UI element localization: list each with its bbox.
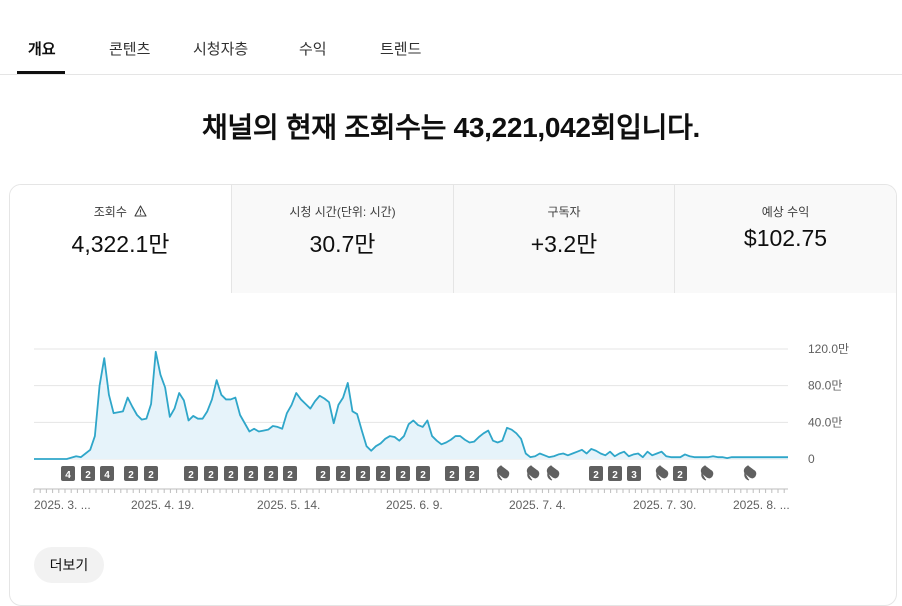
metric-divider — [674, 185, 675, 293]
metric-subscribers-label: 구독자 — [547, 205, 581, 219]
metric-views-label: 조회수 — [93, 205, 127, 219]
metric-revenue-label: 예상 수익 — [761, 205, 810, 219]
tab-overview[interactable]: 개요 — [28, 41, 56, 58]
metric-subscribers[interactable]: 구독자 +3.2만 — [454, 185, 674, 293]
tab-audience[interactable]: 시청자층 — [193, 41, 249, 58]
page-headline: 채널의 현재 조회수는 43,221,042회입니다. — [201, 112, 701, 143]
tab-revenue[interactable]: 수익 — [299, 41, 327, 58]
metric-divider — [231, 185, 232, 293]
metric-views[interactable]: 조회수 4,322.1만 — [10, 185, 231, 293]
metric-divider — [453, 185, 454, 293]
metric-revenue[interactable]: 예상 수익 $102.75 — [675, 185, 896, 293]
metric-subscribers-value: +3.2만 — [530, 231, 598, 257]
metric-revenue-value: $102.75 — [743, 225, 828, 251]
active-tab-indicator — [17, 71, 65, 74]
metric-views-label-row: 조회수 — [10, 203, 231, 220]
tab-trends[interactable]: 트렌드 — [380, 41, 422, 58]
tab-bar: 개요 콘텐츠 시청자층 수익 트렌드 — [0, 0, 902, 75]
more-button[interactable]: 더보기 — [34, 547, 104, 583]
tab-content[interactable]: 콘텐츠 — [109, 41, 151, 58]
warning-icon[interactable] — [134, 205, 147, 220]
metric-views-value: 4,322.1만 — [71, 231, 170, 257]
metric-watch-time[interactable]: 시청 시간(단위: 시간) 30.7만 — [232, 185, 453, 293]
metric-watch-time-value: 30.7만 — [309, 231, 376, 257]
metrics-card: 조회수 4,322.1만 시청 시간(단위: 시간) 30.7만 구독자 +3.… — [9, 184, 897, 606]
metric-watch-time-label: 시청 시간(단위: 시간) — [289, 205, 396, 219]
